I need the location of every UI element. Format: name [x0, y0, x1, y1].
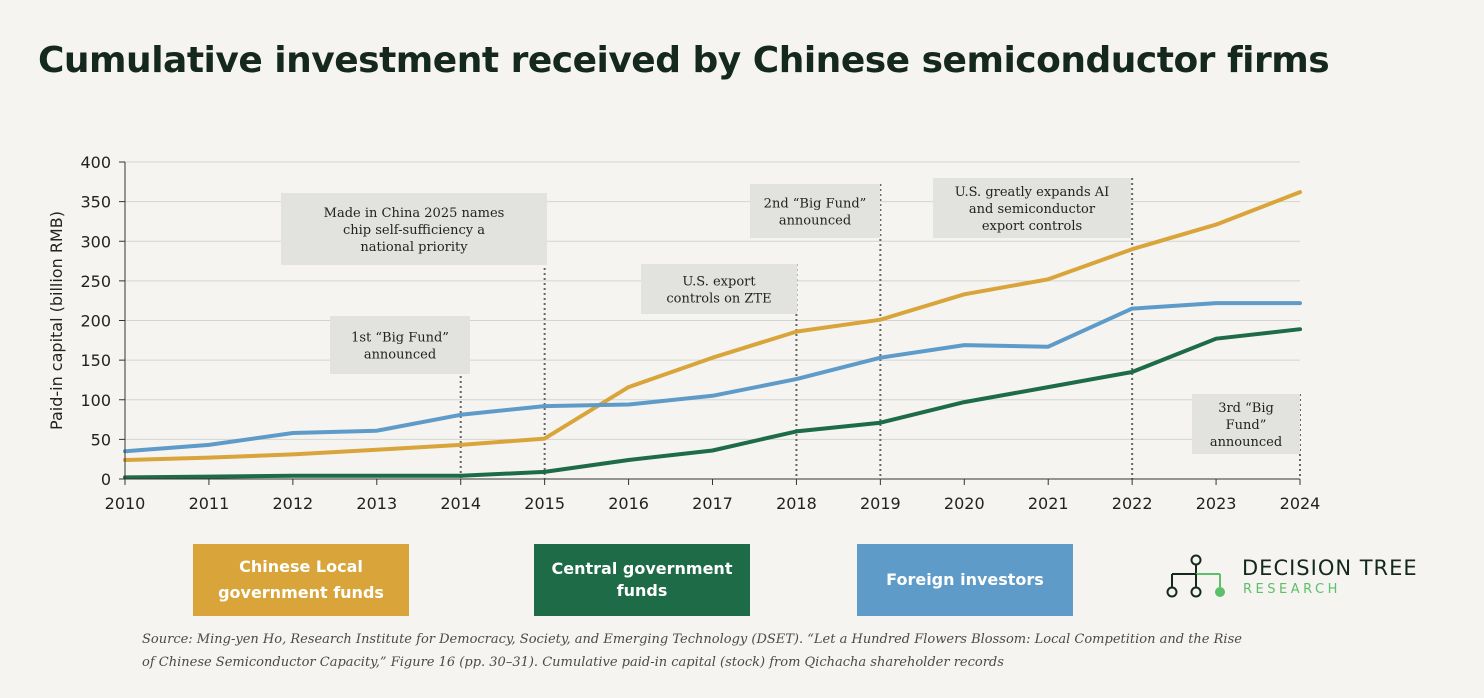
annotation-text: 2nd “Big Fund” [764, 197, 867, 212]
annotation-boxes: 1st “Big Fund” announced Made in China 202… [281, 178, 1300, 454]
legend-central-government-funds: Central government funds [534, 544, 750, 616]
legend-foreign-investors: Foreign investors [857, 544, 1073, 616]
x-tick-label: 2016 [608, 494, 649, 513]
annotation-text: controls on ZTE [666, 292, 771, 307]
annotation-box [641, 264, 797, 314]
chart-title: Cumulative investment received by Chines… [38, 40, 1330, 81]
annotation-text: export controls [982, 219, 1082, 234]
legend-local-government-funds: Chinese Local government funds [193, 544, 409, 616]
annotation-text: Made in China 2025 names [324, 206, 505, 221]
x-tick-label: 2012 [272, 494, 313, 513]
annotation-lines [459, 178, 1301, 479]
axes: 0 50 100 150 200 250 300 350 400 2010 2011 2012 2013… [80, 153, 1320, 513]
x-tick-label: 2024 [1280, 494, 1321, 513]
legend-label: Foreign investors [886, 570, 1044, 589]
annotation-text: announced [779, 214, 851, 229]
decision-tree-logo: DECISION TREE RESEARCH [1162, 552, 1432, 604]
annotation-text: U.S. export [682, 275, 756, 290]
x-tick-label: 2023 [1196, 494, 1237, 513]
y-tick-label: 200 [80, 312, 111, 331]
annotation-text: U.S. greatly expands AI [955, 185, 1110, 200]
x-tick-label: 2014 [440, 494, 481, 513]
x-tick-label: 2013 [356, 494, 397, 513]
x-tick-label: 2022 [1112, 494, 1153, 513]
logo-name: DECISION TREE [1242, 556, 1418, 580]
annotation-text: national priority [360, 240, 468, 255]
source-note: Source: Ming-yen Ho, Research Institute … [142, 632, 1242, 670]
legend-label: Central government funds [551, 559, 733, 600]
annotation-text: announced [1210, 435, 1282, 450]
x-tick-label: 2011 [189, 494, 230, 513]
annotation-box [750, 184, 880, 238]
series-line [123, 301, 1302, 454]
y-tick-label: 350 [80, 193, 111, 212]
legend-label: Chinese Local government funds [218, 557, 384, 602]
logo-subtitle: RESEARCH [1243, 582, 1341, 597]
annotation-text: chip self-sufficiency a [343, 223, 485, 238]
annotation-text: announced [364, 348, 436, 363]
annotation-box [933, 178, 1131, 238]
y-tick-label: 50 [91, 430, 111, 449]
y-tick-label: 100 [80, 391, 111, 410]
y-tick-label: 400 [80, 153, 111, 172]
line-chart: 1st “Big Fund” announced Made in China 202… [47, 153, 1320, 513]
annotation-box [330, 316, 470, 374]
annotation-text: and semiconductor [969, 202, 1096, 217]
annotation-text: 3rd “Big [1218, 401, 1274, 416]
x-tick-label: 2015 [524, 494, 565, 513]
x-tick-label: 2017 [692, 494, 733, 513]
x-tick-label: 2021 [1028, 494, 1069, 513]
x-tick-label: 2018 [776, 494, 817, 513]
series-line [123, 327, 1302, 480]
series-lines [123, 190, 1302, 480]
x-tick-label: 2010 [105, 494, 146, 513]
annotation-box [281, 193, 547, 265]
y-tick-label: 0 [101, 470, 111, 489]
annotation-box [1192, 394, 1300, 454]
y-tick-label: 150 [80, 351, 111, 370]
series-line [123, 190, 1302, 462]
y-tick-label: 300 [80, 232, 111, 251]
x-tick-label: 2020 [944, 494, 985, 513]
decision-tree-icon [1166, 554, 1225, 598]
x-tick-label: 2019 [860, 494, 901, 513]
annotation-text: 1st “Big Fund” [351, 331, 449, 346]
y-tick-label: 250 [80, 272, 111, 291]
y-axis-label: Paid-in capital (billion RMB) [47, 211, 66, 430]
annotation-text: Fund” [1226, 418, 1267, 433]
